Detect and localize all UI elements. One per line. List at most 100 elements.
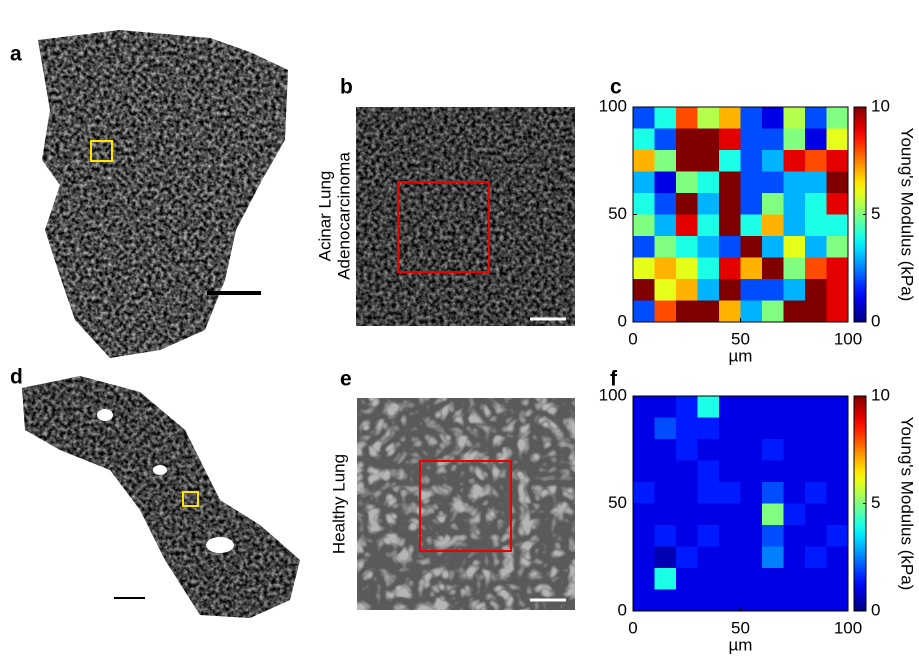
heatmap-cell xyxy=(633,171,655,194)
tissue-texture xyxy=(357,398,575,610)
heatmap-cell xyxy=(697,150,720,172)
heatmap-cell xyxy=(805,193,827,215)
heatmap-cell xyxy=(762,128,784,151)
heatmap-cell xyxy=(740,107,763,129)
heatmap-cell xyxy=(783,503,806,526)
colorbar-tick-label: 0 xyxy=(871,311,880,330)
heatmap-cell xyxy=(783,460,806,483)
heatmap-cell xyxy=(783,128,806,151)
heatmap-cell xyxy=(633,439,655,461)
heatmap-cell xyxy=(783,193,806,215)
heatmap-cell xyxy=(762,546,784,569)
heatmap-cell xyxy=(633,546,655,569)
heatmap-cell xyxy=(783,568,806,590)
heatmap-cell xyxy=(633,128,655,151)
side-label: Adenocarcinoma xyxy=(334,152,353,280)
heatmap-cell xyxy=(719,171,741,194)
heatmap-cell xyxy=(805,482,827,504)
heatmap-cell xyxy=(633,503,655,526)
heatmap-cell xyxy=(697,546,720,569)
x-tick-label: 0 xyxy=(628,618,637,637)
heatmap-cell xyxy=(805,568,827,590)
heatmap-cell xyxy=(697,279,720,301)
heatmap-cell xyxy=(740,546,763,569)
heatmap-cell xyxy=(676,300,698,323)
x-tick-label: 100 xyxy=(834,618,862,637)
heatmap-cell xyxy=(783,257,806,280)
heatmap-cell xyxy=(719,396,741,418)
heatmap-cell xyxy=(805,257,827,280)
heatmap-cell xyxy=(697,439,720,461)
heatmap-cell xyxy=(676,171,698,194)
heatmap-cell xyxy=(676,525,698,547)
heatmap-cell xyxy=(762,568,784,590)
heatmap-cell xyxy=(740,503,763,526)
heatmap-cell xyxy=(654,396,677,418)
heatmap-cell xyxy=(633,214,655,237)
heatmap-cell xyxy=(740,279,763,301)
panel-label: d xyxy=(10,366,23,389)
heatmap-cell xyxy=(676,417,698,440)
heatmap-cell xyxy=(826,525,849,547)
heatmap-cell xyxy=(762,107,784,129)
heatmap-cell xyxy=(740,589,763,612)
heatmap-cell xyxy=(740,214,763,237)
y-tick-label: 100 xyxy=(599,385,627,404)
heatmap-cell xyxy=(654,439,677,461)
panel-label: a xyxy=(10,43,22,66)
heatmap-cell xyxy=(654,279,677,301)
heatmap-cell xyxy=(697,128,720,151)
heatmap-cell xyxy=(654,482,677,504)
heatmap-cell xyxy=(676,107,698,129)
roi-box xyxy=(90,140,113,162)
airspace xyxy=(206,537,234,553)
airspace xyxy=(153,465,167,475)
heatmap-cell xyxy=(805,525,827,547)
heatmap-cell xyxy=(676,236,698,258)
heatmap-cell xyxy=(740,525,763,547)
heatmap-cell xyxy=(633,279,655,301)
heatmap-cell xyxy=(654,460,677,483)
heatmap-cell xyxy=(762,460,784,483)
heatmap-cell xyxy=(676,150,698,172)
heatmap-cell xyxy=(826,568,849,590)
heatmap-cell xyxy=(783,214,806,237)
heatmap-cell xyxy=(805,150,827,172)
heatmap-cell xyxy=(783,525,806,547)
heatmap-cell xyxy=(697,503,720,526)
heatmap-cell xyxy=(654,568,677,590)
heatmap-cell xyxy=(740,300,763,323)
heatmap-cell xyxy=(697,300,720,323)
heatmap-cell xyxy=(740,460,763,483)
colorbar-tick-label: 5 xyxy=(871,204,880,223)
heatmap-cell xyxy=(697,482,720,504)
heatmap-cell xyxy=(826,171,849,194)
heatmap-cell xyxy=(762,171,784,194)
side-label: Healthy Lung xyxy=(329,454,348,554)
heatmap-cell xyxy=(805,214,827,237)
roi-box xyxy=(397,181,490,273)
heatmap-cell xyxy=(783,150,806,172)
heatmap-cell xyxy=(719,193,741,215)
heatmap-cell xyxy=(826,107,849,129)
heatmap-cell xyxy=(654,107,677,129)
heatmap-cell xyxy=(762,150,784,172)
heatmap-cell xyxy=(676,589,698,612)
heatmap-cell xyxy=(676,439,698,461)
heatmap-cell xyxy=(762,300,784,323)
heatmap-cell xyxy=(826,279,849,301)
heatmap-cell xyxy=(826,482,849,504)
heatmap-cell xyxy=(676,396,698,418)
heatmap-cell xyxy=(826,236,849,258)
heatmap-cell xyxy=(697,193,720,215)
heatmap-cell xyxy=(740,439,763,461)
airspace xyxy=(97,409,113,421)
heatmap-cell xyxy=(719,214,741,237)
heatmap-cell xyxy=(826,439,849,461)
heatmap-cell xyxy=(697,107,720,129)
heatmap-cell xyxy=(697,460,720,483)
heatmap-cell xyxy=(719,150,741,172)
y-tick-label: 50 xyxy=(608,493,627,512)
heatmap-cell xyxy=(826,460,849,483)
heatmap-cell xyxy=(783,589,806,612)
